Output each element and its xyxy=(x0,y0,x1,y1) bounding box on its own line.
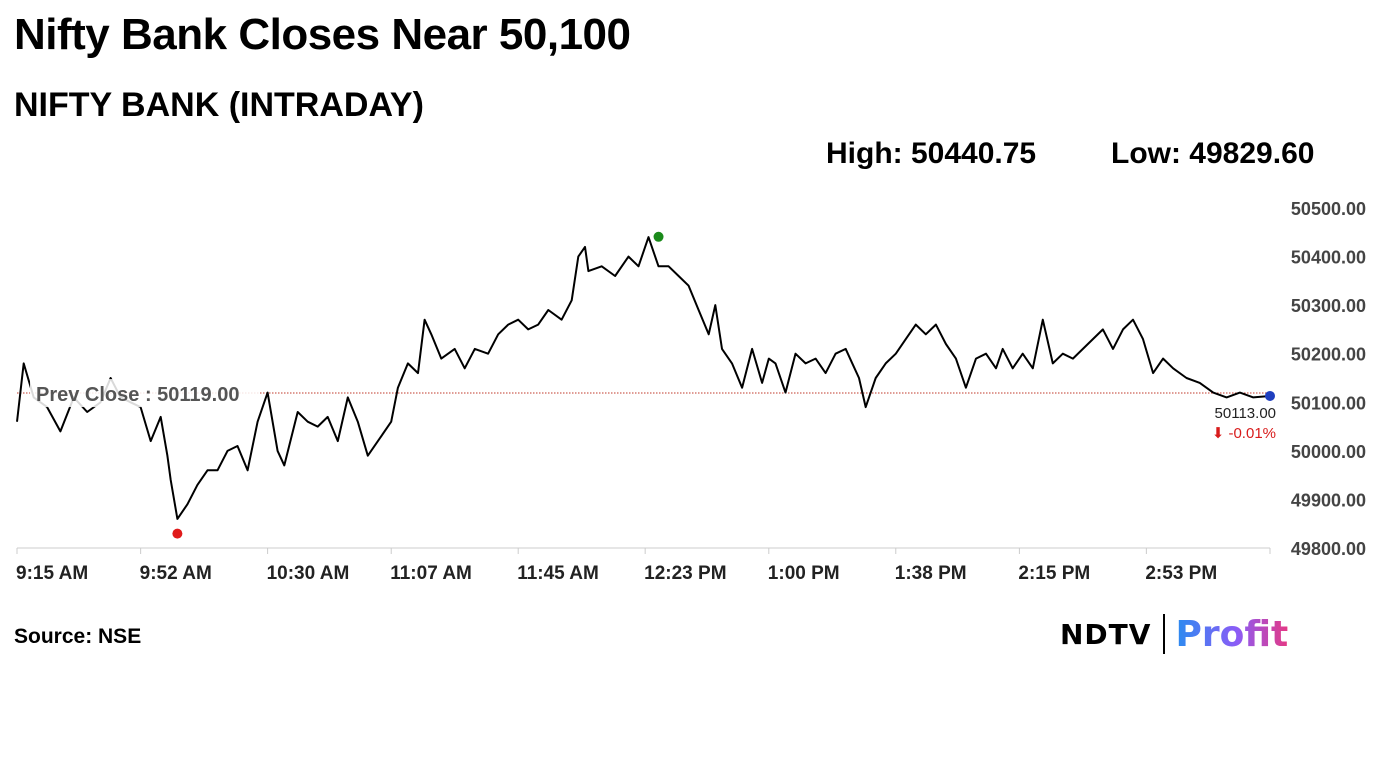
change-label: ⬇ -0.01% xyxy=(1212,425,1276,442)
logo-profit-text: Profit xyxy=(1175,613,1289,655)
x-tick-label: 11:45 AM xyxy=(517,563,599,584)
prev-close-label-background xyxy=(30,379,260,408)
x-tick-label: 2:53 PM xyxy=(1145,563,1217,584)
logo-ndtv-text: NDTV xyxy=(1060,617,1152,651)
high-marker xyxy=(653,231,664,242)
price-series-line xyxy=(16,236,1271,520)
y-tick-label: 50100.00 xyxy=(1291,393,1366,413)
low-marker xyxy=(172,528,183,539)
y-tick-label: 50000.00 xyxy=(1291,442,1366,462)
prev-close-label: Prev Close : 50119.00 xyxy=(36,384,239,406)
ndtv-profit-logo: NDTV Profit xyxy=(1060,612,1288,656)
headline: Nifty Bank Closes Near 50,100 xyxy=(14,10,631,59)
y-tick-label: 50200.00 xyxy=(1291,345,1366,365)
high-stat: High: 50440.75 xyxy=(826,137,1037,170)
x-tick-label: 12:23 PM xyxy=(644,563,726,584)
x-tick-label: 10:30 AM xyxy=(267,563,350,584)
last-price-marker xyxy=(1265,390,1275,401)
y-tick-label: 50400.00 xyxy=(1291,248,1366,268)
last-price-label: 50113.00 xyxy=(1215,405,1276,422)
x-axis: 9:15 AM 9:52 AM 10:30 AM 11:07 AM 11:45 AM 12… xyxy=(16,547,1271,584)
intraday-line-chart: 50500.00 50400.00 50300.00 50200.00 50100.00… xyxy=(16,199,1366,584)
low-stat: Low: 49829.60 xyxy=(1111,137,1315,170)
x-tick-label: 1:38 PM xyxy=(895,563,967,584)
logo-divider xyxy=(1163,614,1166,654)
x-tick-label: 11:07 AM xyxy=(390,563,472,584)
y-tick-label: 49900.00 xyxy=(1291,490,1366,510)
x-tick-label: 9:52 AM xyxy=(140,563,212,584)
y-tick-label: 50300.00 xyxy=(1291,296,1366,316)
source-note: Source: NSE xyxy=(14,625,142,648)
y-tick-label: 49800.00 xyxy=(1291,539,1366,559)
x-tick-label: 9:15 AM xyxy=(16,563,88,584)
chart-title: NIFTY BANK (INTRADAY) xyxy=(14,86,424,124)
x-tick-label: 1:00 PM xyxy=(768,563,840,584)
y-axis: 50500.00 50400.00 50300.00 50200.00 50100.00… xyxy=(1291,199,1366,559)
y-tick-label: 50500.00 xyxy=(1291,199,1366,219)
x-tick-label: 2:15 PM xyxy=(1018,563,1090,584)
